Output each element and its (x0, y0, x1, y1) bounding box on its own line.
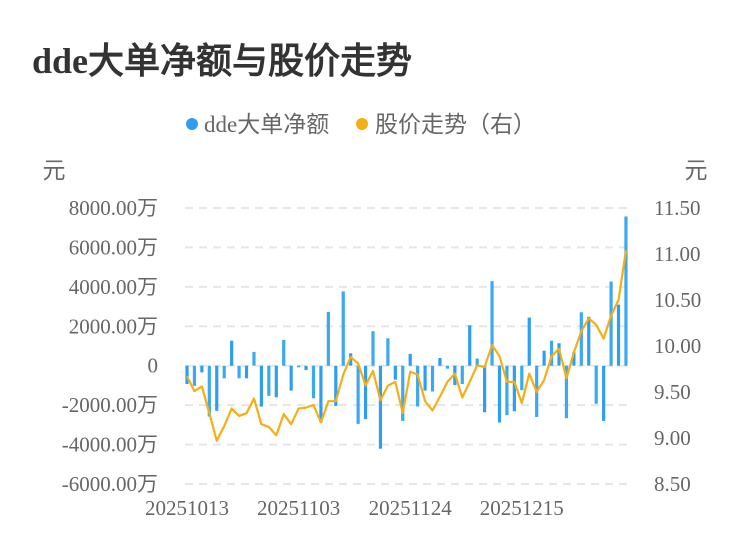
bar (505, 365, 509, 416)
right-axis-tick-label: 10.50 (654, 288, 701, 312)
x-axis-tick-label: 20251215 (480, 496, 564, 520)
legend-label-bar: dde大单净额 (204, 112, 329, 137)
right-axis-tick-label: 8.50 (654, 472, 691, 496)
right-axis-tick-label: 9.50 (654, 380, 691, 404)
bar (445, 365, 449, 369)
bar (326, 311, 330, 366)
x-axis-tick-label: 20251103 (257, 496, 340, 520)
bar (297, 365, 301, 368)
bar (304, 365, 308, 371)
bar (572, 352, 576, 366)
bar (363, 365, 368, 420)
bar (624, 216, 628, 366)
legend-marker-bar (186, 118, 198, 130)
bar (430, 365, 435, 392)
left-axis-unit: 元 (43, 158, 66, 183)
bar (319, 365, 323, 423)
left-axis-tick-label: 6000.00万 (69, 235, 158, 259)
right-axis-tick-label: 11.00 (654, 242, 700, 266)
bar (594, 365, 598, 404)
bar (274, 365, 278, 398)
right-axis-unit: 元 (685, 158, 708, 183)
left-axis-tick-label: 2000.00万 (69, 314, 158, 338)
bar (549, 340, 554, 366)
bar (423, 365, 427, 391)
bar (483, 365, 487, 413)
bar (356, 365, 360, 424)
legend-label-line: 股价走势（右） (375, 112, 536, 137)
bar (259, 365, 263, 407)
bar (490, 281, 494, 366)
left-axis-tick-label: 8000.00万 (69, 196, 158, 220)
bar (557, 343, 561, 366)
bar (475, 358, 479, 366)
bar (393, 365, 397, 380)
bar (334, 365, 338, 406)
bar (468, 325, 472, 366)
bar (237, 365, 241, 379)
bar (267, 365, 271, 396)
bar (200, 365, 204, 373)
left-axis-tick-label: 4000.00万 (69, 275, 158, 299)
bar (341, 291, 345, 366)
bar (587, 316, 591, 366)
bar (416, 365, 420, 407)
bar (371, 331, 375, 366)
bar (497, 365, 502, 423)
left-axis-tick-label: -6000.00万 (62, 472, 158, 496)
legend-marker-line (356, 118, 368, 130)
bar (244, 365, 249, 379)
bar (602, 365, 606, 421)
bar (616, 304, 621, 366)
bar (207, 365, 211, 417)
bar (401, 365, 405, 421)
bar (215, 365, 219, 411)
bar (185, 365, 189, 385)
bar (527, 317, 531, 366)
bar (512, 365, 516, 412)
bar (252, 351, 256, 366)
bar (282, 339, 286, 366)
bar (609, 281, 613, 366)
bar (438, 358, 442, 366)
bar (579, 312, 583, 366)
legend: dde大单净额 股价走势（右） (186, 112, 536, 137)
bar (460, 365, 464, 385)
bar (542, 350, 546, 366)
bar (192, 365, 197, 386)
bar (230, 340, 234, 366)
left-axis-tick-label: -2000.00万 (62, 393, 158, 417)
right-axis-tick-label: 9.00 (654, 426, 691, 450)
x-axis-tick-label: 20251013 (145, 496, 229, 520)
bar (564, 365, 569, 419)
x-axis-tick-label: 20251124 (369, 496, 453, 520)
bar (311, 365, 316, 399)
left-axis-tick-label: 0 (148, 354, 159, 378)
right-axis-tick-label: 11.50 (654, 196, 700, 220)
bar (408, 353, 412, 366)
right-axis-tick-label: 10.00 (654, 334, 701, 358)
chart-title: dde大单净额与股价走势 (32, 41, 413, 81)
bar (222, 365, 226, 379)
left-axis-tick-label: -4000.00万 (62, 433, 158, 457)
bar (378, 365, 383, 449)
bar (386, 338, 390, 366)
bar (520, 365, 524, 391)
bar (289, 365, 293, 391)
price-line (186, 250, 628, 442)
